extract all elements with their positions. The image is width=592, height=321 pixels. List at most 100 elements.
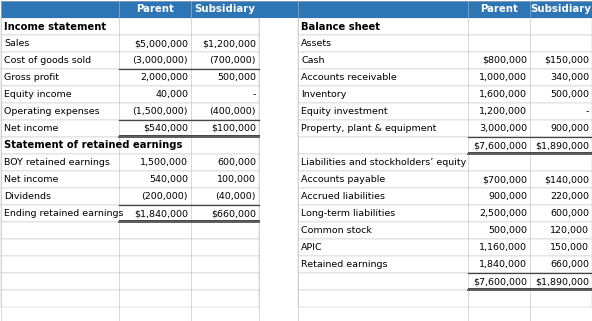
Bar: [1, 256, 259, 273]
Text: 120,000: 120,000: [550, 226, 589, 235]
Bar: [1, 154, 259, 171]
Text: Gross profit: Gross profit: [4, 73, 59, 82]
Text: (40,000): (40,000): [215, 192, 256, 201]
Text: Ending retained earnings: Ending retained earnings: [4, 209, 124, 218]
Text: 660,000: 660,000: [550, 260, 589, 269]
Bar: [298, 35, 592, 52]
Text: Cost of goods sold: Cost of goods sold: [4, 56, 91, 65]
Bar: [1, 290, 259, 307]
Text: (3,000,000): (3,000,000): [133, 56, 188, 65]
Bar: [298, 103, 592, 120]
Text: $1,840,000: $1,840,000: [134, 209, 188, 218]
Text: Dividends: Dividends: [4, 192, 51, 201]
Bar: [298, 18, 592, 35]
Text: Balance sheet: Balance sheet: [301, 22, 380, 31]
Bar: [1, 35, 259, 52]
Text: 900,000: 900,000: [488, 192, 527, 201]
Text: Assets: Assets: [301, 39, 332, 48]
Bar: [298, 137, 592, 154]
Text: BOY retained earnings: BOY retained earnings: [4, 158, 110, 167]
Text: (1,500,000): (1,500,000): [133, 107, 188, 116]
Text: Statement of retained earnings: Statement of retained earnings: [4, 141, 182, 151]
Bar: [1, 1, 259, 18]
Text: 2,500,000: 2,500,000: [479, 209, 527, 218]
Text: $1,200,000: $1,200,000: [202, 39, 256, 48]
Text: 1,500,000: 1,500,000: [140, 158, 188, 167]
Text: 2,000,000: 2,000,000: [140, 73, 188, 82]
Text: Operating expenses: Operating expenses: [4, 107, 99, 116]
Text: Equity investment: Equity investment: [301, 107, 388, 116]
Text: $1,890,000: $1,890,000: [535, 141, 589, 150]
Text: Accounts receivable: Accounts receivable: [301, 73, 397, 82]
Text: Accrued liabilities: Accrued liabilities: [301, 192, 385, 201]
Text: $5,000,000: $5,000,000: [134, 39, 188, 48]
Bar: [298, 239, 592, 256]
Bar: [1, 69, 259, 86]
Text: 150,000: 150,000: [550, 243, 589, 252]
Text: Accounts payable: Accounts payable: [301, 175, 385, 184]
Text: 600,000: 600,000: [550, 209, 589, 218]
Text: $1,890,000: $1,890,000: [535, 277, 589, 286]
Text: Income statement: Income statement: [4, 22, 106, 31]
Bar: [298, 256, 592, 273]
Text: $800,000: $800,000: [482, 56, 527, 65]
Bar: [298, 69, 592, 86]
Bar: [1, 137, 259, 154]
Text: Sales: Sales: [4, 39, 30, 48]
Text: 40,000: 40,000: [155, 90, 188, 99]
Text: 500,000: 500,000: [217, 73, 256, 82]
Text: Equity income: Equity income: [4, 90, 72, 99]
Bar: [1, 188, 259, 205]
Text: APIC: APIC: [301, 243, 323, 252]
Text: Property, plant & equipment: Property, plant & equipment: [301, 124, 436, 133]
Text: $540,000: $540,000: [143, 124, 188, 133]
Text: 500,000: 500,000: [550, 90, 589, 99]
Text: Retained earnings: Retained earnings: [301, 260, 388, 269]
Text: Subsidiary: Subsidiary: [195, 4, 256, 14]
Text: -: -: [585, 107, 589, 116]
Text: $7,600,000: $7,600,000: [473, 277, 527, 286]
Text: Liabilities and stockholders’ equity: Liabilities and stockholders’ equity: [301, 158, 466, 167]
Bar: [1, 86, 259, 103]
Text: 1,000,000: 1,000,000: [479, 73, 527, 82]
Bar: [1, 205, 259, 222]
Bar: [1, 120, 259, 137]
Text: $100,000: $100,000: [211, 124, 256, 133]
Text: 900,000: 900,000: [550, 124, 589, 133]
Text: (200,000): (200,000): [141, 192, 188, 201]
Text: $660,000: $660,000: [211, 209, 256, 218]
Text: 500,000: 500,000: [488, 226, 527, 235]
Text: 1,160,000: 1,160,000: [479, 243, 527, 252]
Bar: [1, 171, 259, 188]
Text: Net income: Net income: [4, 124, 59, 133]
Text: Net income: Net income: [4, 175, 59, 184]
Text: 3,000,000: 3,000,000: [479, 124, 527, 133]
Text: 540,000: 540,000: [149, 175, 188, 184]
Text: Inventory: Inventory: [301, 90, 346, 99]
Text: -: -: [253, 90, 256, 99]
Bar: [298, 86, 592, 103]
Text: Long-term liabilities: Long-term liabilities: [301, 209, 395, 218]
Text: 1,200,000: 1,200,000: [479, 107, 527, 116]
Text: Parent: Parent: [136, 4, 174, 14]
Bar: [298, 188, 592, 205]
Text: Common stock: Common stock: [301, 226, 372, 235]
Text: (700,000): (700,000): [210, 56, 256, 65]
Bar: [298, 290, 592, 307]
Bar: [1, 222, 259, 239]
Bar: [1, 18, 259, 35]
Bar: [298, 273, 592, 290]
Text: (400,000): (400,000): [210, 107, 256, 116]
Text: $7,600,000: $7,600,000: [473, 141, 527, 150]
Text: Parent: Parent: [480, 4, 518, 14]
Bar: [298, 1, 592, 18]
Bar: [1, 239, 259, 256]
Text: Cash: Cash: [301, 56, 324, 65]
Text: $140,000: $140,000: [544, 175, 589, 184]
Bar: [298, 205, 592, 222]
Text: 600,000: 600,000: [217, 158, 256, 167]
Text: 220,000: 220,000: [550, 192, 589, 201]
Bar: [1, 103, 259, 120]
Bar: [1, 273, 259, 290]
Text: $150,000: $150,000: [544, 56, 589, 65]
